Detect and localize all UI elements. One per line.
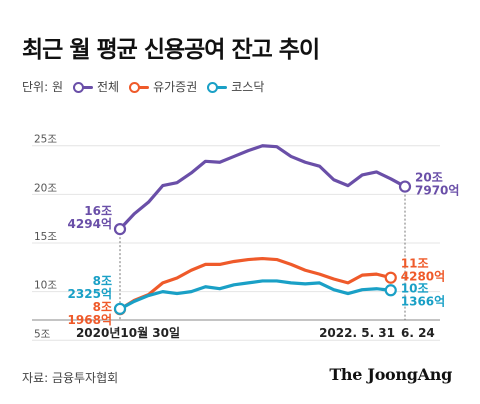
y-tick-label: 15조 [34, 231, 57, 243]
x-tick-label: 2020년10월 30일 [76, 325, 180, 340]
series-0-start-label: 4294억 [68, 217, 112, 231]
series-line-0 [120, 146, 405, 229]
series-1-end-marker [386, 273, 396, 283]
series-0-start-label: 16조 [84, 204, 112, 218]
series-0-start-marker [115, 224, 125, 234]
x-tick-label: 2022. 5. 31 [319, 326, 395, 340]
series-1-end-label: 11조 [401, 257, 429, 271]
series-2-end-marker [386, 285, 396, 295]
y-tick-label: 20조 [34, 182, 57, 194]
series-0-end-label: 20조 [415, 171, 443, 185]
series-1-start-label: 1968억 [68, 313, 112, 327]
source-note: 자료: 금융투자협회 [22, 369, 118, 386]
series-1-start-label: 8조 [93, 300, 112, 314]
series-2-end-label: 1366억 [401, 294, 445, 308]
brand-logo: The JoongAng [329, 365, 452, 384]
y-tick-label: 25조 [34, 134, 57, 146]
series-0-end-marker [400, 182, 410, 192]
series-2-start-label: 2325억 [68, 287, 112, 301]
series-line-1 [120, 259, 391, 310]
series-0-end-label: 7970억 [415, 184, 459, 198]
x-tick-label: 6. 24 [401, 326, 435, 340]
series-2-end-label: 10조 [401, 281, 429, 295]
series-2-start-label: 8조 [93, 274, 112, 288]
y-tick-label: 10조 [34, 280, 57, 292]
y-tick-label: 5조 [34, 328, 51, 340]
series-2-start-marker [115, 304, 125, 314]
